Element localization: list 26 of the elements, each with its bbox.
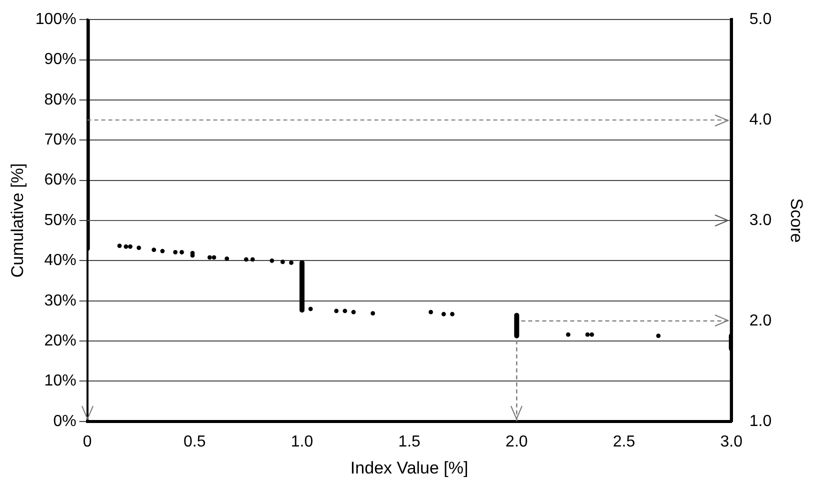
- x-tick-label: 2.0: [506, 433, 528, 450]
- y-axis-title: Cumulative [%]: [8, 163, 27, 278]
- y-tick-label: 80%: [44, 91, 76, 108]
- y2-tick-label: 3.0: [749, 212, 772, 229]
- y-tick-label: 40%: [44, 252, 76, 270]
- y-tick-label: 60%: [44, 172, 76, 189]
- x-tick-label: 3.0: [720, 433, 743, 450]
- y2-axis-title: Score: [787, 198, 806, 243]
- y-tick-label: 100%: [35, 11, 76, 28]
- y-tick-label: 70%: [44, 132, 76, 149]
- x-axis-title: Index Value [%]: [350, 458, 468, 478]
- y-tick-label: 20%: [44, 332, 76, 350]
- x-tick-label: 1.0: [290, 433, 314, 450]
- y2-tick-label: 5.0: [749, 11, 772, 28]
- x-tick-label: 0.5: [184, 433, 206, 450]
- x-tick-label: 1.5: [398, 433, 421, 450]
- y-tick-label: 0%: [53, 412, 76, 430]
- x-tick-label: 2.5: [612, 433, 636, 450]
- y2-tick-label: 4.0: [749, 111, 772, 128]
- y-tick-label: 10%: [44, 372, 76, 390]
- y-tick-label: 50%: [44, 212, 76, 229]
- x-tick-label: 0: [82, 433, 92, 450]
- y2-tick-label: 2.0: [749, 312, 772, 330]
- y-tick-label: 30%: [44, 292, 76, 310]
- y-tick-label: 90%: [44, 51, 76, 68]
- y2-tick-label: 1.0: [749, 412, 772, 430]
